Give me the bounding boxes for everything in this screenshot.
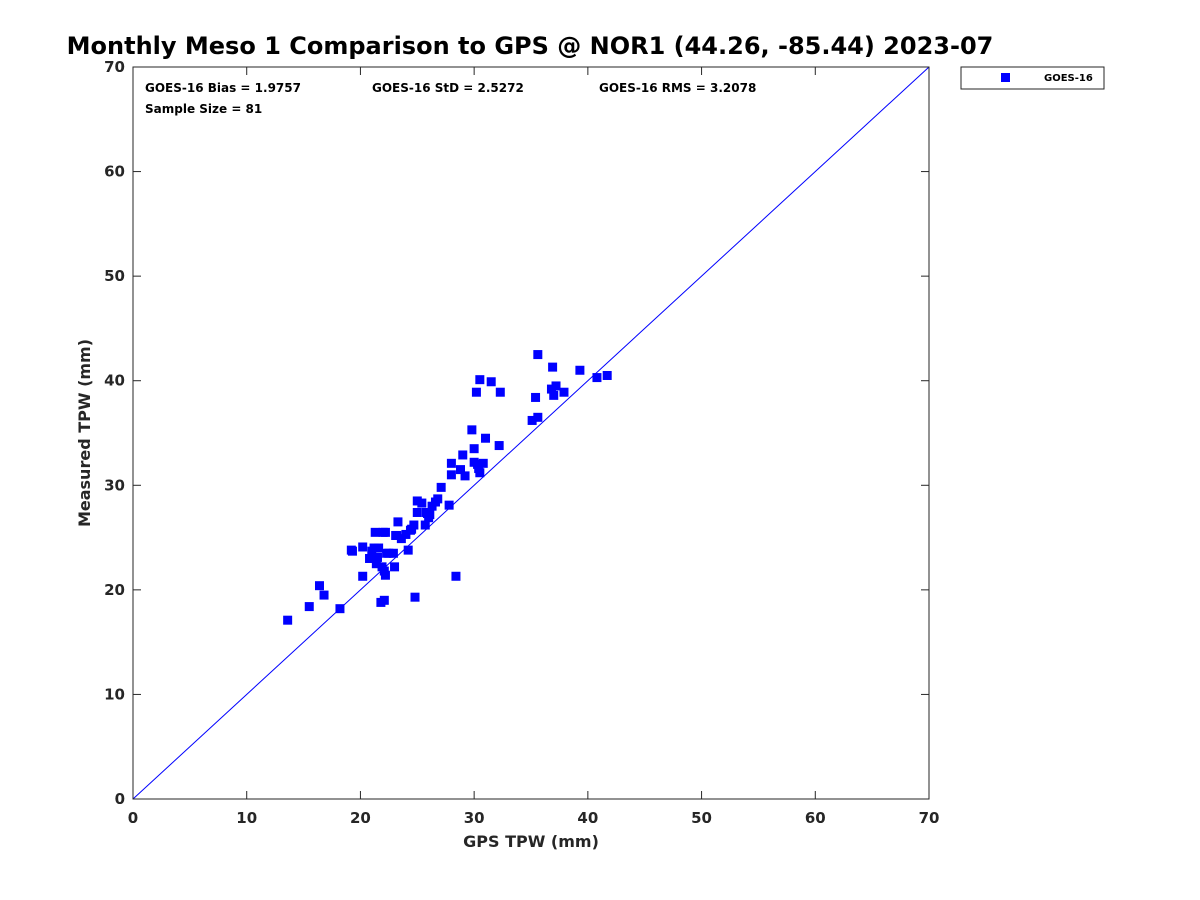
x-tick-label: 40	[577, 809, 598, 827]
data-point	[393, 517, 403, 527]
data-point	[478, 458, 488, 468]
data-point	[444, 500, 454, 510]
y-axis-label: Measured TPW (mm)	[75, 339, 94, 527]
data-point	[455, 465, 465, 475]
data-point	[467, 425, 477, 435]
sample-size-stat: Sample Size = 81	[145, 102, 262, 116]
data-point	[433, 494, 443, 504]
data-point	[391, 530, 401, 540]
x-tick-label: 60	[805, 809, 826, 827]
y-tick-label: 20	[104, 581, 125, 599]
data-point	[388, 548, 398, 558]
x-axis-label: GPS TPW (mm)	[463, 832, 599, 851]
data-point	[602, 370, 612, 380]
legend-label-goes-16: GOES-16	[1044, 73, 1093, 84]
data-point	[371, 559, 381, 569]
data-point	[469, 444, 479, 454]
legend: GOES-16	[960, 66, 1105, 90]
data-point	[410, 592, 420, 602]
data-point	[403, 545, 413, 555]
data-point	[451, 571, 461, 581]
data-point	[533, 350, 543, 360]
data-point	[495, 387, 505, 397]
data-point	[423, 509, 433, 519]
y-tick-label: 40	[104, 372, 125, 390]
y-tick-label: 70	[104, 58, 125, 76]
one-to-one-reference-line	[132, 66, 930, 800]
data-point	[304, 602, 314, 612]
data-point	[401, 529, 411, 539]
data-point	[475, 375, 485, 385]
data-point	[372, 552, 382, 562]
legend-marker-goes-16	[1001, 73, 1010, 82]
data-point	[283, 615, 293, 625]
data-point	[417, 498, 427, 508]
data-point	[527, 415, 537, 425]
data-point	[592, 373, 602, 383]
data-point	[358, 571, 368, 581]
data-point	[551, 381, 561, 391]
data-point	[460, 471, 470, 481]
data-point	[374, 543, 384, 553]
data-point	[559, 387, 569, 397]
axis-ticks-layer: 0 10 20 30 40 50 60 70 0 10 20 30 40 50 60 70	[104, 58, 939, 827]
data-point	[475, 468, 485, 478]
data-point	[384, 548, 394, 558]
data-point	[548, 362, 558, 372]
y-tick-label: 30	[104, 476, 125, 494]
y-tick-label: 60	[104, 163, 125, 181]
data-point	[533, 412, 543, 422]
data-point	[369, 543, 379, 553]
y-tick-label: 10	[104, 685, 125, 703]
x-tick-label: 30	[464, 809, 485, 827]
data-point	[471, 387, 481, 397]
data-point	[412, 496, 422, 506]
data-point	[346, 545, 356, 555]
rms-stat: GOES-16 RMS = 3.2078	[599, 81, 756, 95]
data-point	[407, 524, 417, 534]
data-point	[458, 450, 468, 460]
data-point	[335, 604, 345, 614]
data-points-layer	[283, 350, 612, 625]
data-point	[365, 553, 375, 563]
data-point	[531, 392, 541, 402]
data-point	[486, 377, 496, 387]
data-point	[380, 527, 390, 537]
y-tick-label: 0	[115, 790, 125, 808]
data-point	[379, 595, 389, 605]
data-point	[314, 581, 324, 591]
data-point	[481, 433, 491, 443]
x-tick-label: 70	[919, 809, 940, 827]
data-point	[358, 542, 368, 552]
legend-box	[960, 66, 1105, 90]
data-point	[446, 458, 456, 468]
std-stat: GOES-16 StD = 2.5272	[372, 81, 524, 95]
data-point	[494, 441, 504, 451]
data-point	[390, 562, 400, 572]
data-point	[446, 470, 456, 480]
data-point	[546, 384, 556, 394]
reference-line-layer	[132, 66, 930, 800]
data-point	[412, 507, 422, 517]
x-tick-label: 20	[350, 809, 371, 827]
chart-title: Monthly Meso 1 Comparison to GPS @ NOR1 …	[67, 32, 994, 60]
x-tick-label: 0	[128, 809, 138, 827]
y-tick-label: 50	[104, 267, 125, 285]
data-point	[420, 520, 430, 530]
x-tick-label: 50	[691, 809, 712, 827]
data-point	[319, 590, 329, 600]
data-point	[549, 390, 559, 400]
x-tick-label: 10	[236, 809, 257, 827]
data-point	[396, 534, 406, 544]
data-point	[575, 365, 585, 375]
data-point	[380, 570, 390, 580]
bias-stat: GOES-16 Bias = 1.9757	[145, 81, 301, 95]
data-point	[436, 482, 446, 492]
data-point	[370, 527, 380, 537]
